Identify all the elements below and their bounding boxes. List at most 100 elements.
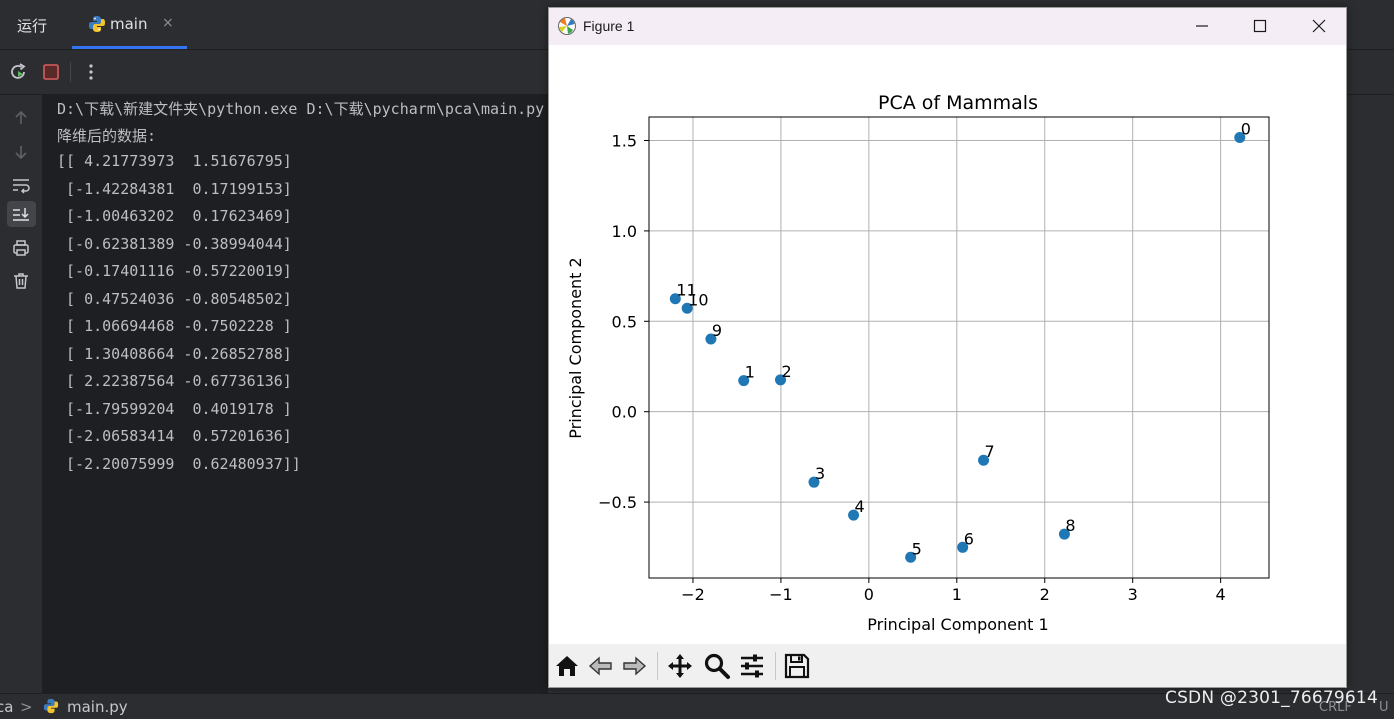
python-file-icon (43, 698, 59, 718)
point-label: 10 (688, 290, 708, 309)
y-tick-label: 1.0 (612, 222, 637, 241)
active-highlight (7, 201, 36, 227)
console-line: [-1.00463202 0.17623469] (57, 207, 292, 225)
forward-icon[interactable] (620, 652, 648, 680)
x-tick-label: 3 (1128, 585, 1138, 604)
maximize-icon[interactable] (1237, 8, 1283, 45)
console-line: [-2.06583414 0.57201636] (57, 427, 292, 445)
x-tick-label: 1 (952, 585, 962, 604)
soft-wrap-icon[interactable] (10, 174, 32, 196)
data-point (978, 454, 990, 466)
data-point (775, 374, 787, 386)
tab-main[interactable]: main × (72, 0, 187, 49)
print-icon[interactable] (10, 237, 32, 259)
data-point (808, 476, 820, 488)
console-line: [ 2.22387564 -0.67736136] (57, 372, 292, 390)
y-tick-label: 0.5 (612, 312, 637, 331)
rerun-icon[interactable] (7, 61, 29, 83)
data-point (905, 551, 917, 563)
data-point (738, 375, 750, 387)
scroll-to-end-icon[interactable] (10, 204, 32, 226)
home-icon[interactable] (553, 652, 581, 680)
data-point (848, 509, 860, 521)
console-output[interactable]: D:\下载\新建文件夹\python.exe D:\下载\pycharm\pca… (43, 95, 548, 693)
breadcrumb-separator: > (20, 698, 33, 716)
ticks: −2 −1 0 1 2 3 4 −0.5 0.0 0.5 1.0 1.5 (598, 132, 1226, 604)
console-line: [-0.17401116 -0.57220019] (57, 262, 292, 280)
pca-scatter-chart[interactable]: PCA of Mammals −2 −1 0 1 2 3 4 −0.5 0.0 0.5 1.0 1.5… (549, 45, 1346, 643)
minimize-icon[interactable] (1179, 8, 1225, 45)
point-label: 11 (676, 281, 696, 300)
figure-window: Figure 1 PCA of Mammals −2 −1 0 1 2 3 4 −0.5 0.0… (548, 7, 1347, 688)
run-tool-window-title: 运行 (17, 17, 48, 35)
point-label: 7 (985, 442, 995, 461)
figure-window-title: Figure 1 (583, 18, 635, 34)
point-label: 2 (782, 362, 792, 381)
y-tick-label: 0.0 (612, 403, 637, 422)
csdn-watermark: CSDN @2301_76679614 (1165, 688, 1378, 708)
data-point (957, 541, 969, 553)
console-line: D:\下载\新建文件夹\python.exe D:\下载\pycharm\pca… (57, 100, 545, 118)
console-line: [ 1.30408664 -0.26852788] (57, 345, 292, 363)
x-tick-label: 2 (1040, 585, 1050, 604)
save-icon[interactable] (783, 652, 811, 680)
console-line: [-2.20075999 0.62480937]] (57, 455, 301, 473)
close-icon[interactable]: × (162, 15, 174, 31)
trash-icon[interactable] (10, 270, 32, 292)
point-label: 3 (815, 464, 825, 483)
point-label: 1 (745, 363, 755, 382)
pan-icon[interactable] (666, 652, 694, 680)
console-line: [-1.42284381 0.17199153] (57, 180, 292, 198)
toolbar-separator (70, 62, 71, 82)
data-point (669, 293, 681, 305)
console-line: [-1.79599204 0.4019178 ] (57, 400, 292, 418)
grid (649, 117, 1269, 578)
tab-main-label: main (110, 15, 148, 33)
figure-navigation-toolbar (549, 644, 1346, 687)
toolbar-separator (657, 652, 658, 680)
point-label: 4 (855, 497, 865, 516)
console-line: [-0.62381389 -0.38994044] (57, 235, 292, 253)
point-label: 6 (964, 529, 974, 548)
console-line: [ 0.47524036 -0.80548502] (57, 290, 292, 308)
console-line: [[ 4.21773973 1.51676795] (57, 152, 292, 170)
active-tab-indicator (72, 46, 187, 49)
configure-subplots-icon[interactable] (738, 652, 766, 680)
matplotlib-logo-icon (557, 16, 577, 40)
x-tick-label: 0 (864, 585, 874, 604)
x-tick-label: 4 (1216, 585, 1226, 604)
more-options-icon[interactable] (80, 61, 102, 83)
data-point (681, 302, 693, 314)
chart-title: PCA of Mammals (878, 92, 1038, 114)
close-window-icon[interactable] (1296, 8, 1342, 45)
stop-icon[interactable] (40, 61, 62, 83)
line-ending-indicator[interactable]: CRLF (1319, 700, 1352, 715)
toolbar-separator (775, 652, 776, 680)
arrow-down-icon[interactable] (10, 141, 32, 163)
y-tick-label: −0.5 (598, 493, 637, 512)
point-label: 0 (1241, 119, 1251, 138)
zoom-icon[interactable] (703, 652, 731, 680)
console-line: 降维后的数据: (57, 127, 157, 145)
data-point (705, 333, 717, 345)
point-label: 8 (1065, 516, 1075, 535)
back-icon[interactable] (587, 652, 615, 680)
encoding-indicator[interactable]: U (1379, 700, 1389, 715)
x-tick-label: −1 (769, 585, 793, 604)
point-label: 5 (912, 539, 922, 558)
breadcrumb-file[interactable]: main.py (67, 698, 128, 716)
y-axis-label: Principal Component 2 (566, 257, 585, 438)
data-point (1058, 528, 1070, 540)
console-side-toolbar (0, 95, 43, 693)
figure-title-bar[interactable]: Figure 1 (549, 8, 1346, 45)
y-tick-label: 1.5 (612, 132, 637, 151)
console-line: [ 1.06694468 -0.7502228 ] (57, 317, 292, 335)
x-tick-label: −2 (681, 585, 705, 604)
x-axis-label: Principal Component 1 (867, 615, 1048, 634)
python-file-icon (88, 15, 106, 37)
point-label: 9 (712, 321, 722, 340)
arrow-up-icon[interactable] (10, 107, 32, 129)
breadcrumb-project[interactable]: ca (0, 698, 14, 716)
data-point (1234, 131, 1246, 143)
